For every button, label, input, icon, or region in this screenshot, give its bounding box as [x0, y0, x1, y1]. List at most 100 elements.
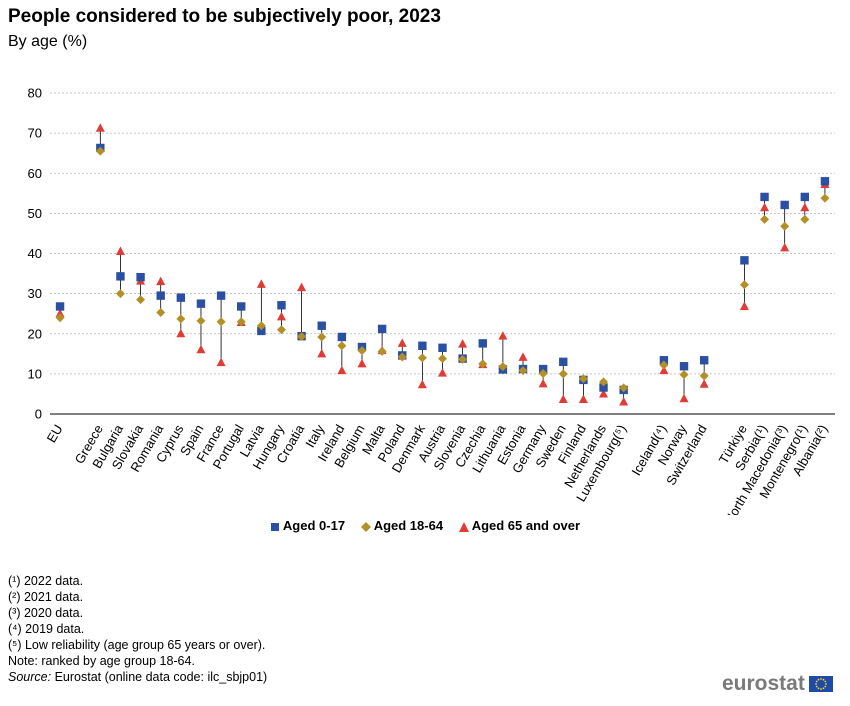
data-point-aged-65-and-over [297, 282, 307, 292]
data-point-aged-18-64 [518, 366, 528, 376]
data-point-aged-18-64 [498, 362, 508, 372]
data-point-aged-18-64 [317, 332, 327, 342]
data-point-aged-0-17 [317, 321, 326, 330]
data-point-aged-0-17 [478, 339, 487, 348]
data-point-aged-18-64 [176, 314, 186, 324]
data-point-aged-65-and-over [558, 394, 568, 404]
data-point-aged-18-64 [739, 280, 749, 290]
data-point-aged-0-17 [740, 256, 749, 265]
data-point-aged-65-and-over [256, 279, 266, 288]
square-marker-icon [270, 522, 279, 531]
source-label: Source: [8, 670, 52, 684]
data-point-aged-0-17 [599, 383, 608, 392]
y-tick-label: 40 [28, 246, 42, 261]
eu-flag-icon [808, 676, 833, 692]
source-text: Eurostat (online data code: ilc_sbjp01) [51, 670, 268, 684]
diamond-marker-icon [360, 521, 371, 532]
data-point-aged-18-64 [438, 354, 447, 364]
data-point-aged-65-and-over [739, 301, 749, 310]
data-point-aged-0-17 [196, 299, 206, 308]
y-tick-label: 20 [28, 326, 42, 341]
y-tick-label: 60 [28, 166, 42, 181]
y-tick-label: 80 [28, 86, 42, 101]
data-point-aged-18-64 [760, 214, 770, 224]
data-point-aged-65-and-over [317, 348, 327, 358]
data-point-aged-0-17 [699, 356, 709, 365]
data-point-aged-18-64 [679, 370, 689, 380]
data-point-aged-18-64 [538, 368, 548, 378]
data-point-aged-65-and-over [518, 352, 528, 361]
y-tick-label: 10 [28, 366, 42, 381]
data-point-aged-0-17 [237, 302, 246, 311]
logo-text: eurostat [722, 672, 805, 695]
data-point-aged-18-64 [699, 371, 709, 381]
data-point-aged-65-and-over [438, 368, 447, 377]
data-point-aged-18-64 [417, 353, 427, 363]
data-point-aged-0-17 [55, 302, 65, 311]
chart-subtitle: By age (%) [8, 33, 88, 50]
data-point-aged-18-64 [780, 221, 790, 231]
data-point-aged-18-64 [236, 317, 246, 327]
triangle-marker-icon [458, 521, 469, 532]
y-tick-label: 50 [28, 206, 42, 221]
data-point-aged-65-and-over [276, 311, 286, 321]
data-point-aged-65-and-over [95, 123, 105, 132]
eurostat-logo: eurostat [722, 672, 833, 696]
data-point-aged-18-64 [377, 346, 387, 356]
legend-label: Aged 65 and over [471, 518, 581, 533]
data-point-aged-65-and-over [458, 339, 468, 348]
data-point-aged-0-17 [800, 192, 810, 202]
data-point-aged-0-17 [559, 357, 568, 367]
data-point-aged-65-and-over [196, 344, 206, 354]
footnote-2: (²) 2021 data. [8, 590, 84, 604]
legend-label: Aged 0-17 [282, 518, 346, 533]
data-point-aged-0-17 [780, 200, 789, 210]
legend-label: Aged 18-64 [373, 518, 444, 533]
footnote-5: (⁵) Low reliability (age group 65 years … [8, 638, 266, 652]
legend-item-aged-18-64: Aged 18-64 [360, 518, 444, 533]
y-tick-label: 0 [35, 407, 42, 422]
ranking-note: Note: ranked by age group 18-64. [8, 654, 195, 668]
data-point-aged-65-and-over [760, 202, 770, 212]
data-point-aged-18-64 [216, 317, 226, 327]
y-tick-label: 70 [28, 126, 42, 141]
data-point-aged-65-and-over [619, 396, 629, 406]
data-point-aged-0-17 [438, 343, 447, 352]
data-point-aged-18-64 [276, 325, 286, 335]
data-point-aged-0-17 [760, 192, 769, 202]
data-point-aged-65-and-over [800, 202, 810, 212]
data-point-aged-65-and-over [397, 338, 407, 347]
data-point-aged-65-and-over [679, 393, 689, 403]
data-point-aged-0-17 [418, 341, 427, 350]
data-point-aged-18-64 [297, 332, 307, 342]
data-point-aged-18-64 [337, 341, 347, 351]
data-point-aged-18-64 [95, 146, 105, 156]
data-point-aged-65-and-over [699, 379, 709, 388]
data-point-aged-0-17 [116, 272, 125, 281]
data-point-aged-65-and-over [417, 379, 427, 389]
footnote-3: (³) 2020 data. [8, 606, 84, 620]
data-point-aged-18-64 [136, 295, 146, 305]
data-point-aged-65-and-over [357, 358, 367, 368]
data-point-aged-18-64 [478, 359, 488, 369]
data-point-aged-65-and-over [55, 308, 65, 318]
legend-item-aged-65-and-over: Aged 65 and over [458, 518, 581, 533]
data-point-aged-18-64 [599, 377, 609, 387]
footnote-4: (⁴) 2019 data. [8, 622, 85, 636]
data-point-aged-18-64 [578, 374, 588, 384]
data-point-aged-0-17 [820, 177, 830, 186]
data-point-aged-18-64 [55, 313, 65, 323]
data-point-aged-18-64 [458, 354, 468, 364]
data-point-aged-65-and-over [216, 357, 226, 367]
data-point-aged-65-and-over [176, 328, 186, 338]
data-point-aged-0-17 [176, 293, 186, 302]
data-point-aged-65-and-over [337, 365, 347, 375]
data-point-aged-65-and-over [115, 246, 125, 255]
chart-title: People considered to be subjectively poo… [8, 6, 441, 27]
data-point-aged-0-17 [659, 356, 669, 365]
data-point-aged-65-and-over [156, 276, 166, 286]
data-point-aged-65-and-over [659, 365, 669, 375]
legend-item-aged-0-17: Aged 0-17 [270, 518, 345, 533]
data-point-aged-0-17 [337, 332, 347, 342]
